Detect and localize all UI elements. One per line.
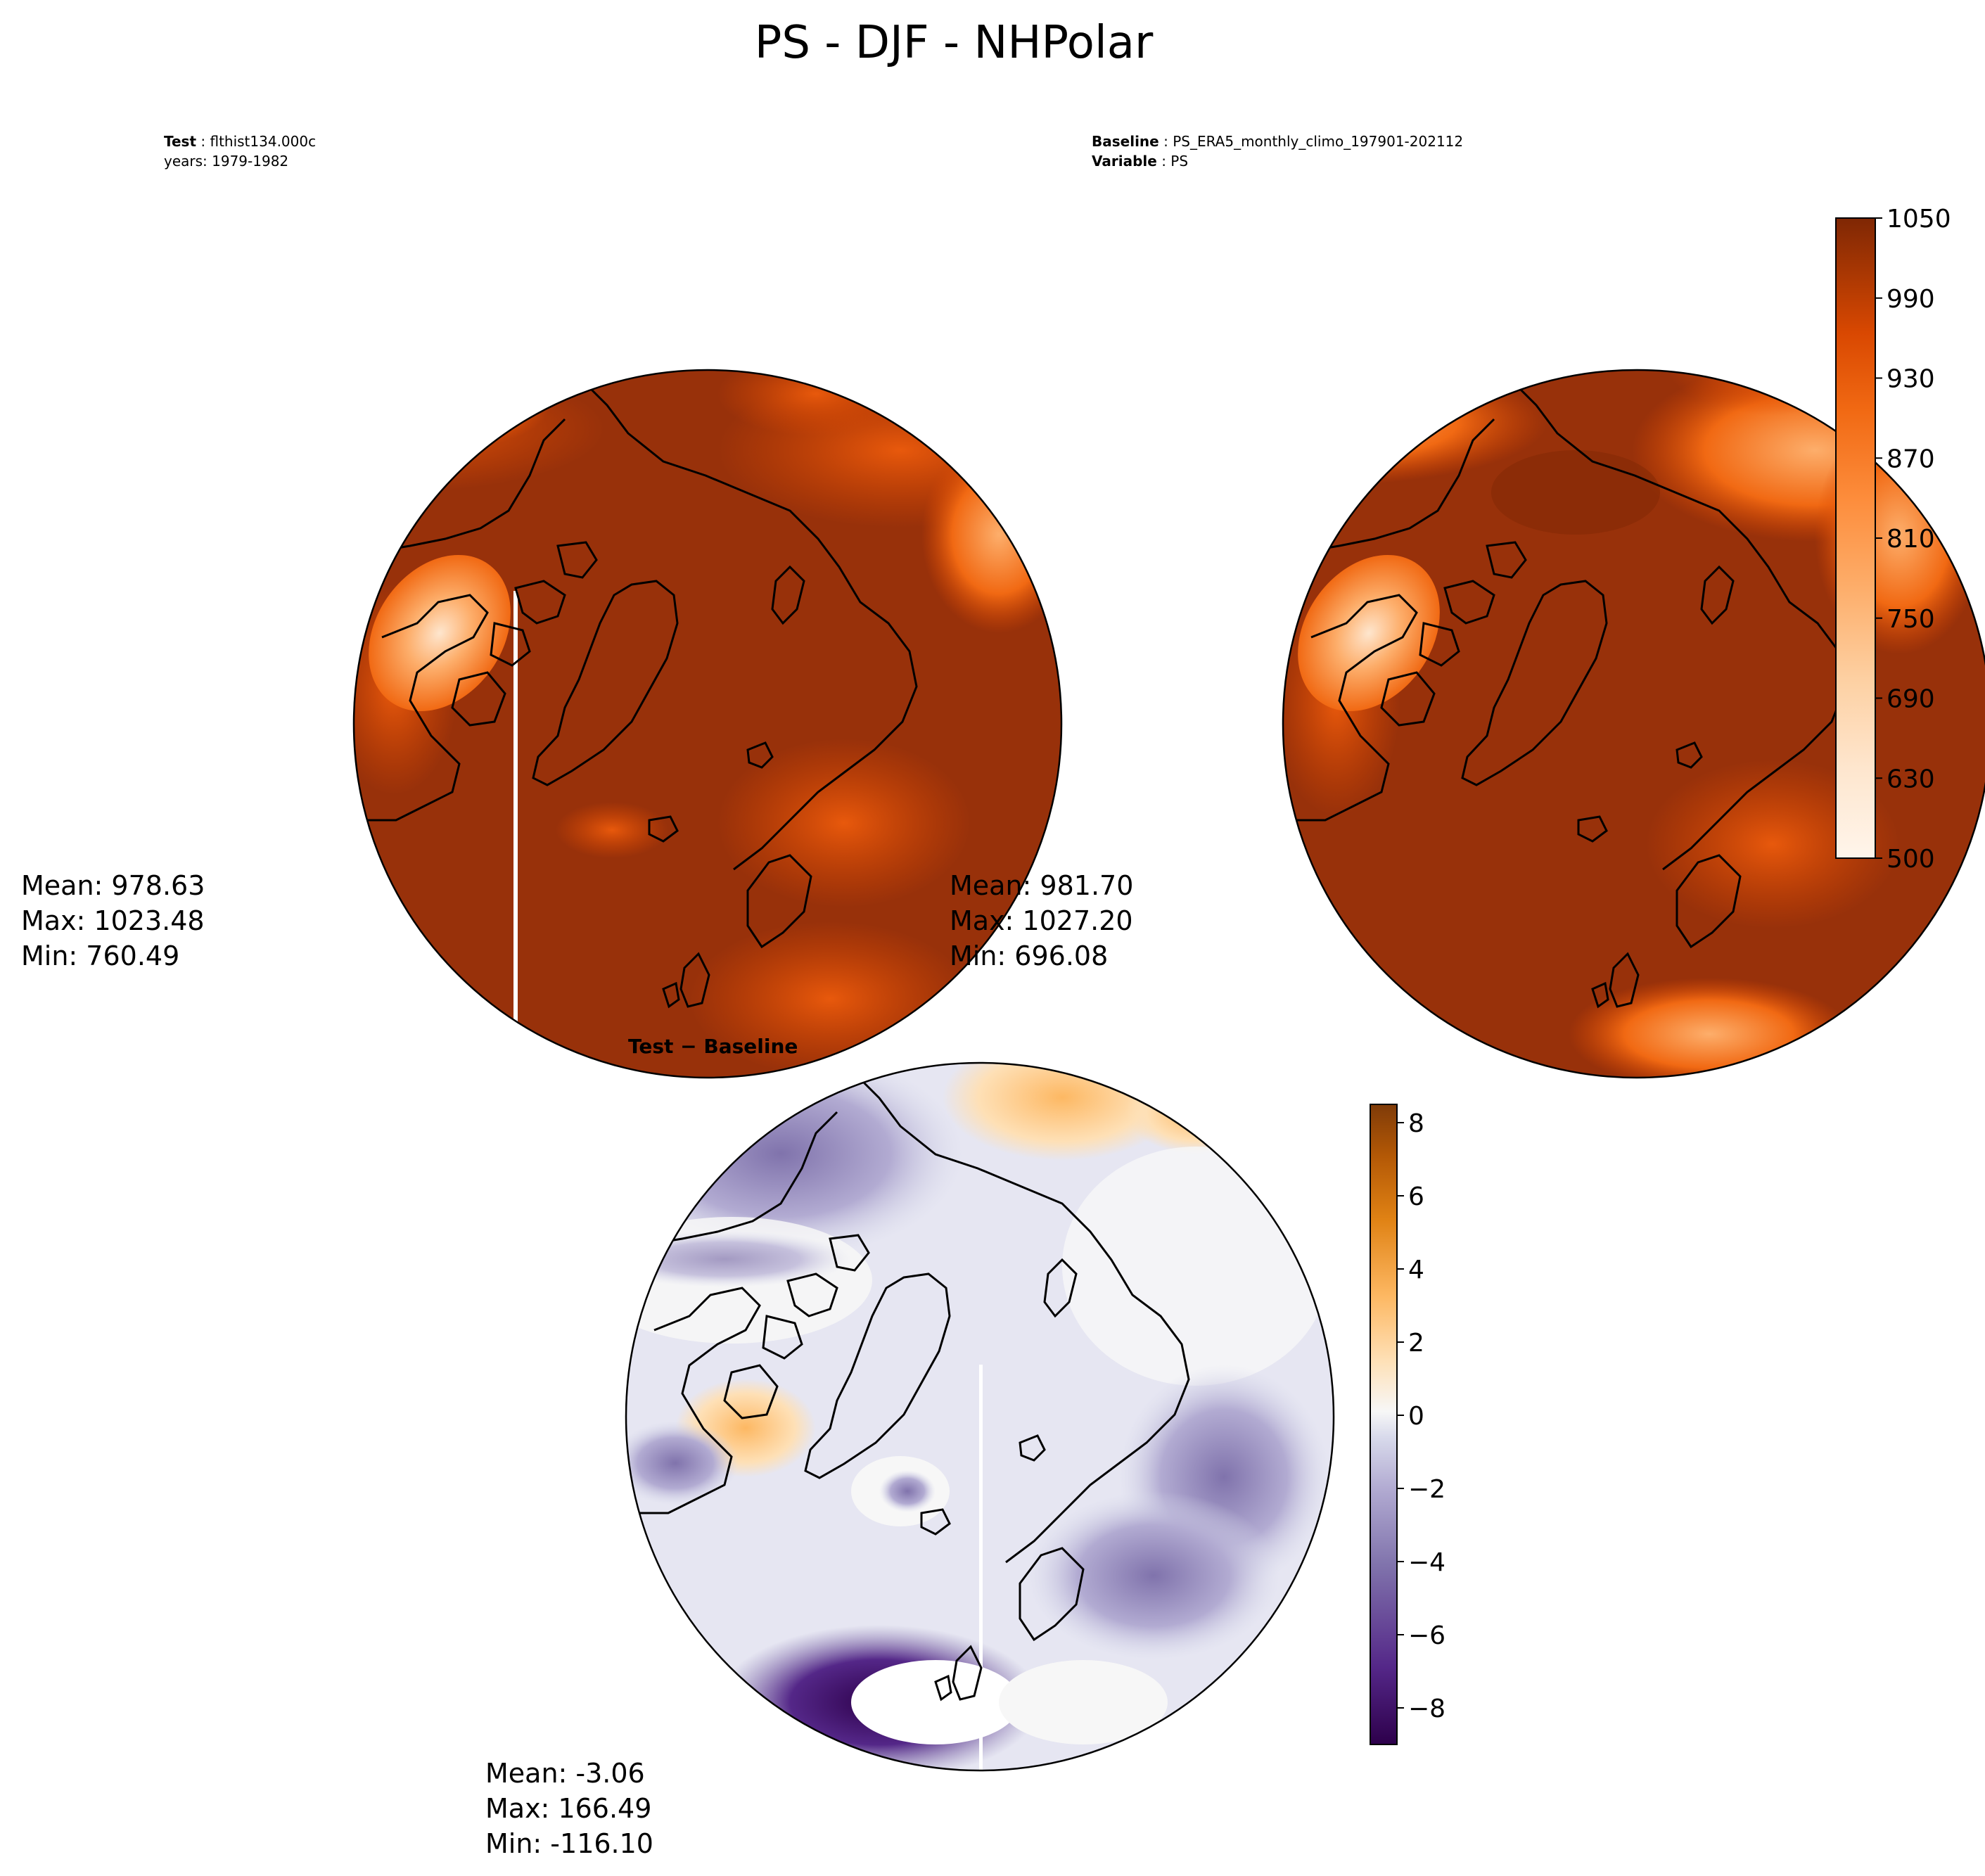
difference-colorbar-tick-label: −2 [1408, 1475, 1445, 1504]
absolute-colorbar: 500 630 690 750 810 870 930 990 1050 [1835, 205, 1951, 874]
baseline-header-value: PS_ERA5_monthly_climo_197901-202112 [1173, 133, 1463, 150]
absolute-colorbar-tick-label: 990 [1887, 285, 1935, 314]
absolute-colorbar-tick-label: 810 [1887, 525, 1935, 554]
panel-test: Test : flthist134.000c years: 1979-1982 … [21, 133, 1063, 1079]
difference-colorbar-tick-label: 2 [1408, 1329, 1424, 1358]
difference-colorbar-tick-label: 8 [1408, 1109, 1424, 1138]
test-header-line2: years: 1979-1982 [164, 153, 288, 170]
baseline-stat-mean: Mean: 981.70 [950, 870, 1133, 901]
baseline-stat-max: Max: 1027.20 [950, 905, 1133, 936]
test-stat-mean: Mean: 978.63 [21, 870, 205, 901]
test-stat-min: Min: 760.49 [21, 940, 179, 971]
baseline-header-label: Baseline [1092, 133, 1159, 150]
absolute-colorbar-tick-label: 690 [1887, 685, 1935, 714]
panel-difference: Test − Baseline Mean: -3.06 Max: 166.49 … [485, 1035, 1445, 1859]
test-header-label: Test [164, 133, 196, 150]
diff-header: Test − Baseline [628, 1035, 798, 1058]
figure-title: PS - DJF - NHPolar [755, 17, 1154, 69]
difference-colorbar-tick-label: −4 [1408, 1548, 1445, 1577]
baseline-variable-value: PS [1170, 153, 1188, 170]
difference-colorbar-tick-label: 4 [1408, 1256, 1424, 1284]
baseline-header-line2: Variable : PS [1092, 153, 1188, 170]
absolute-colorbar-tick-label: 870 [1887, 445, 1935, 473]
diff-stat-mean: Mean: -3.06 [485, 1758, 645, 1789]
absolute-colorbar-tick-label: 500 [1887, 845, 1935, 874]
absolute-colorbar-tick-label: 1050 [1887, 205, 1951, 234]
diff-stat-max: Max: 166.49 [485, 1793, 651, 1824]
absolute-colorbar-tick-label: 630 [1887, 765, 1935, 793]
diff-stat-min: Min: -116.10 [485, 1828, 653, 1859]
test-header-value: flthist134.000c [210, 133, 316, 150]
absolute-colorbar-tick-label: 750 [1887, 605, 1935, 634]
difference-colorbar: −8 −6 −4 −2 0 2 4 6 8 [1370, 1104, 1445, 1745]
difference-colorbar-tick-label: −6 [1408, 1621, 1445, 1650]
difference-colorbar-tick-label: −8 [1408, 1695, 1445, 1723]
test-stat-max: Max: 1023.48 [21, 905, 205, 936]
baseline-variable-label: Variable [1092, 153, 1157, 170]
test-map [354, 370, 1061, 1078]
difference-colorbar-tick-label: 6 [1408, 1182, 1424, 1211]
baseline-header-line1: Baseline : PS_ERA5_monthly_climo_197901-… [1092, 133, 1463, 150]
panel-baseline: Baseline : PS_ERA5_monthly_climo_197901-… [950, 133, 1985, 1079]
difference-map [626, 1063, 1334, 1770]
baseline-stat-min: Min: 696.08 [950, 940, 1108, 971]
absolute-colorbar-tick-label: 930 [1887, 365, 1935, 394]
test-header-line1: Test : flthist134.000c [164, 133, 316, 150]
difference-colorbar-tick-label: 0 [1408, 1402, 1424, 1431]
